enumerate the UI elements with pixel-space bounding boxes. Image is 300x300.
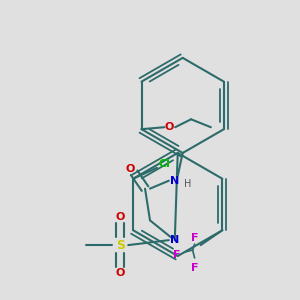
Text: O: O [116, 268, 125, 278]
Text: H: H [184, 179, 191, 189]
Text: N: N [170, 176, 179, 186]
Text: O: O [116, 212, 125, 222]
Text: N: N [170, 235, 179, 245]
Text: F: F [191, 233, 198, 243]
Text: S: S [116, 238, 125, 252]
Text: F: F [173, 250, 181, 260]
Text: F: F [191, 263, 198, 273]
Text: Cl: Cl [159, 159, 171, 169]
Text: O: O [165, 122, 174, 132]
Text: O: O [125, 164, 135, 174]
